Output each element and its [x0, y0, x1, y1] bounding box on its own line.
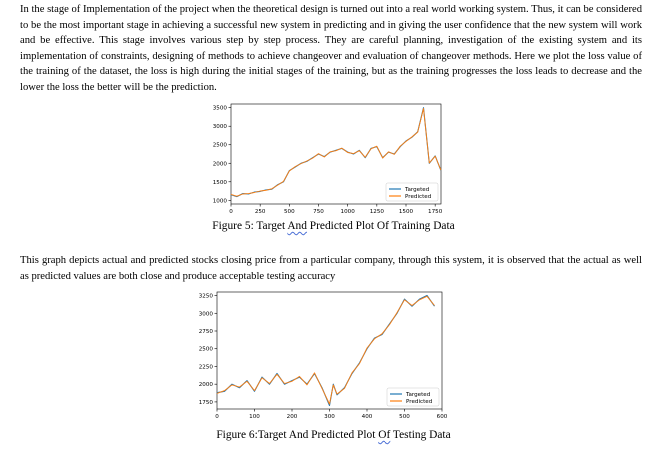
chart1-y-tick-label: 1500: [213, 180, 228, 186]
figure-5-caption-end: Predicted Plot Of Training Data: [306, 220, 455, 232]
figure-6-caption-start: Figure 6:Target And Predicted Plot: [216, 429, 379, 441]
paragraph-implementation: In the stage of Implementation of the pr…: [20, 4, 643, 93]
chart1-x-tick-label: 1500: [399, 209, 414, 215]
chart2-y-tick-label: 2250: [199, 364, 214, 370]
chart2-y-tick-label: 2750: [199, 329, 214, 335]
chart1-x-tick-label: 500: [284, 209, 295, 215]
chart2-x-tick-label: 200: [287, 414, 298, 420]
chart2-x-tick-label: 0: [215, 414, 219, 420]
chart2-legend-label-predicted: Predicted: [406, 399, 433, 405]
chart1-x-tick-label: 0: [229, 209, 233, 215]
chart1-y-tick-label: 3500: [213, 106, 228, 112]
figure-5-caption: Figure 5: Target And Predicted Plot Of T…: [0, 220, 667, 232]
figure-5-caption-misspelled-word: And: [287, 220, 307, 232]
chart2-x-tick-label: 300: [324, 414, 335, 420]
chart2-y-tick-label: 2000: [199, 382, 214, 388]
chart1-axes-frame: [230, 103, 442, 205]
chart1-x-tick-label: 750: [313, 209, 324, 215]
chart1-x-tick-label: 250: [255, 209, 266, 215]
chart1-x-tick-label: 1000: [341, 209, 356, 215]
chart1-legend-label-predicted: Predicted: [405, 194, 432, 200]
paragraph-graph-description: This graph depicts actual and predicted …: [20, 255, 642, 282]
chart2-legend-label-targeted: Targeted: [405, 392, 431, 398]
figure-6-caption: Figure 6:Target And Predicted Plot Of Te…: [0, 429, 667, 441]
chart2-y-tick-label: 2500: [199, 347, 214, 353]
chart1-legend-label-targeted: Targeted: [404, 187, 430, 193]
chart1-y-tick-label: 2000: [213, 161, 228, 167]
chart1-series-predicted: [230, 107, 442, 197]
figure-5-caption-start: Figure 5: Target: [212, 220, 288, 232]
chart2-x-tick-label: 500: [399, 414, 410, 420]
chart1-x-tick-label: 1250: [370, 209, 385, 215]
chart2-x-tick-label: 100: [249, 414, 260, 420]
chart2-y-tick-label: 3250: [199, 294, 214, 300]
figure-6-caption-misspelled-word: Of: [378, 429, 391, 441]
chart1-x-tick-label: 1750: [428, 209, 443, 215]
chart1-y-tick-label: 3000: [213, 124, 228, 130]
chart2-y-tick-label: 1750: [199, 400, 214, 406]
figure-6-testing-chart: 0 100 200 300 400 500 600 1750 2000 2250 2500 2750 3…: [199, 291, 448, 420]
chart1-y-tick-label: 2500: [213, 143, 228, 149]
chart2-series-predicted: [216, 295, 435, 405]
chart2-x-tick-label: 400: [362, 414, 373, 420]
chart2-x-tick-label: 600: [437, 414, 448, 420]
figure-5-training-chart: 0 250 500 750 1000 1250 1500 1750 1000 1500 2000 25…: [213, 103, 443, 215]
figure-6-caption-end: Testing Data: [390, 429, 451, 441]
chart1-y-tick-label: 1000: [213, 198, 228, 204]
chart2-y-tick-label: 3000: [199, 311, 214, 317]
